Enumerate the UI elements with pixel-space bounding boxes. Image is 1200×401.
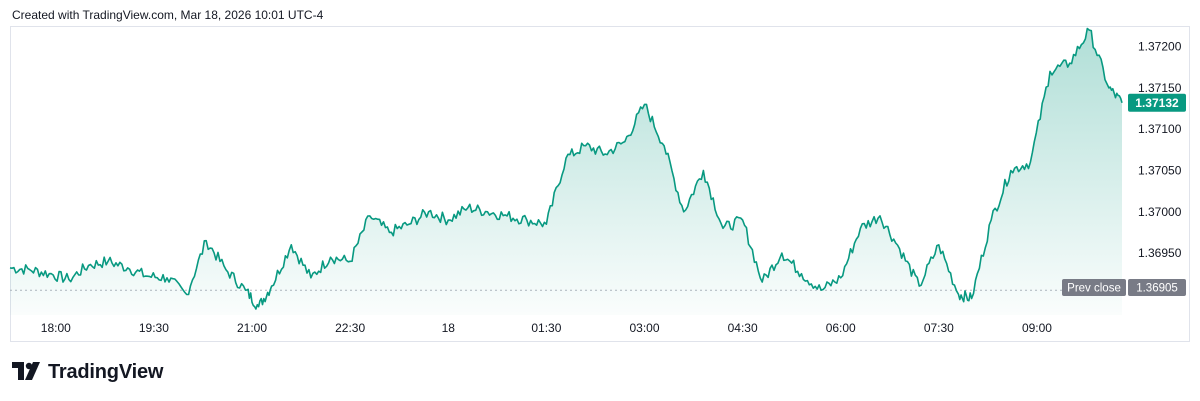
price-line [9,27,1123,310]
y-tick-label: 1.37200 [1138,40,1182,54]
x-tick-label: 07:30 [924,321,954,335]
last-price-bg [1128,93,1186,112]
x-tick-label: 09:00 [1022,321,1052,335]
x-tick-label: 18 [442,321,456,335]
prev-close-label-bg [1062,279,1126,296]
price-chart[interactable]: 18:00 19:30 21:00 22:30 18 01:30 03:00 04:30 06:… [0,0,1200,350]
x-tick-label: 04:30 [728,321,758,335]
y-tick-label: 1.37100 [1138,122,1182,136]
chart-credit-text: Created with TradingView.com, Mar 18, 20… [12,8,324,22]
x-tick-label: 21:00 [237,321,267,335]
prev-close-label-text: Prev close [1067,283,1121,295]
tradingview-logo-icon [12,362,40,380]
brand-name: TradingView [48,360,164,383]
prev-close-value-text: 1.36905 [1136,283,1178,295]
prev-close-value-badge: 1.36905 [1128,279,1186,296]
chart-frame [10,26,1190,342]
area-fill [10,28,1122,315]
prev-close-value-bg [1128,279,1186,296]
x-tick-label: 22:30 [335,321,365,335]
brand: TradingView [12,360,163,384]
y-tick-label: 1.37050 [1138,164,1182,178]
x-tick-label: 18:00 [41,321,71,335]
y-tick-label: 1.36950 [1138,246,1182,260]
x-axis: 18:00 19:30 21:00 22:30 18 01:30 03:00 04:30 06:… [41,321,1053,335]
last-price-text: 1.37132 [1135,96,1179,110]
y-tick-label: 1.37150 [1138,81,1182,95]
x-tick-label: 03:00 [629,321,659,335]
x-tick-label: 19:30 [139,321,169,335]
y-tick-label: 1.37000 [1138,205,1182,219]
x-tick-label: 01:30 [531,321,561,335]
last-price-badge: 1.37132 [1128,93,1186,112]
x-tick-label: 06:00 [826,321,856,335]
y-axis: 1.37200 1.37150 1.37100 1.37050 1.37000 1.369… [1138,40,1182,260]
prev-close-label: Prev close [1062,279,1126,296]
